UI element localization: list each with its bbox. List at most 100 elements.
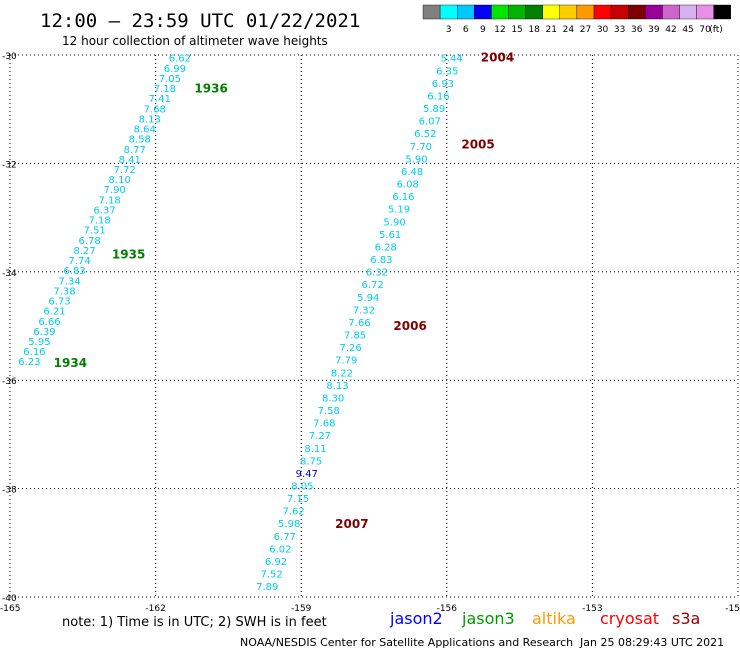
wave-height-label: 7.66: [348, 318, 370, 329]
wave-height-label: 7.38: [53, 286, 75, 297]
scale-swatch: [610, 4, 629, 20]
wave-height-label: 8.64: [134, 125, 156, 136]
wave-height-label: 6.32: [366, 268, 388, 279]
scale-label: 15: [511, 25, 522, 35]
scale-label: 21: [546, 25, 557, 35]
scale-swatch: [457, 4, 475, 20]
satellite-track-s3a: 5.446.356.936.165.896.076.527.705.906.48…: [256, 51, 514, 593]
wave-height-label: 7.58: [318, 406, 340, 417]
time-label: 1934: [54, 356, 87, 370]
wave-height-label: 7.90: [104, 185, 126, 196]
scale-label: 3: [446, 25, 452, 35]
wave-height-label: 8.27: [73, 246, 95, 257]
wave-height-label: 5.90: [405, 154, 427, 165]
axis-tick-labels: -30 -32 -34 -36 -38 -40-165 -162 -159 -156 -153 -1…: [0, 52, 740, 614]
wave-height-label: 8.58: [129, 135, 151, 146]
scale-swatch: [559, 4, 578, 20]
wave-height-label: 6.02: [269, 544, 291, 555]
wave-height-label: 6.52: [414, 129, 436, 140]
scale-swatch: [491, 4, 509, 20]
wave-height-label: 6.16: [23, 347, 45, 358]
satellite-legend-altika: altika: [532, 609, 576, 628]
wave-height-label: 7.52: [260, 570, 282, 581]
wave-height-label: 6.62: [169, 54, 191, 65]
wave-height-label: 7.70: [410, 142, 432, 153]
wave-height-label: 6.28: [375, 242, 397, 253]
scale-label: 9: [480, 25, 486, 35]
wave-height-label: 7.41: [149, 94, 171, 105]
wave-height-label: 5.44: [441, 54, 463, 65]
lon-tick-label: -156: [437, 604, 458, 614]
lat-tick-label: -34: [2, 269, 17, 279]
lat-tick-label: -32: [2, 160, 17, 170]
lat-tick-label: -38: [2, 486, 17, 496]
wave-height-label: 7.51: [83, 226, 105, 237]
scale-label: 45: [682, 25, 693, 35]
satellite-legend-cryosat: cryosat: [600, 609, 659, 628]
wave-height-label: 5.95: [28, 337, 50, 348]
lon-tick-label: -15: [725, 604, 740, 614]
wave-height-label: 6.35: [436, 66, 458, 77]
scale-label: 27: [580, 25, 591, 35]
lat-tick-label: -36: [2, 377, 17, 387]
wave-height-label: 6.39: [33, 327, 55, 338]
scale-swatch: [542, 4, 561, 20]
scale-label: 24: [563, 25, 575, 35]
satellite-legend-jason2: jason2: [389, 609, 443, 628]
wave-height-label: 6.07: [419, 117, 441, 128]
scale-swatch: [593, 4, 612, 20]
scale-label: 36: [631, 25, 643, 35]
time-label: 2007: [335, 517, 368, 531]
wave-height-label: 8.22: [331, 368, 353, 379]
scale-swatch: [679, 4, 697, 20]
timestamp-text: Jan 25 08:29:43 UTC 2021: [579, 636, 724, 649]
scale-label: 30: [597, 25, 609, 35]
color-scale-legend: 3 6 9 12 15 18 21 24 27 30 33 36 39 42 45 70(ft): [422, 4, 732, 35]
wave-height-label: 6.66: [38, 317, 60, 328]
wave-height-label: 6.92: [265, 557, 287, 568]
satellite-legend-s3a: s3a: [672, 609, 700, 628]
time-label: 2005: [461, 137, 494, 151]
wave-height-label: 6.93: [432, 79, 454, 90]
scale-swatch: [525, 4, 543, 20]
time-label: 1936: [194, 82, 227, 96]
scale-swatch: [645, 4, 663, 20]
wave-height-label: 7.68: [313, 419, 335, 430]
wave-height-label: 7.32: [353, 305, 375, 316]
wave-height-label: 7.85: [344, 331, 366, 342]
wave-height-label: 7.79: [335, 356, 357, 367]
wave-height-label: 6.72: [361, 280, 383, 291]
wave-height-label: 8.05: [291, 482, 313, 493]
scale-swatch: [696, 4, 714, 20]
lon-tick-label: -165: [0, 604, 20, 614]
time-label: 2006: [393, 319, 426, 333]
wave-height-label: 8.41: [119, 155, 141, 166]
wave-height-label: 5.98: [278, 519, 300, 530]
wave-height-label: 5.94: [357, 293, 379, 304]
wave-height-label: 7.72: [114, 165, 136, 176]
wave-height-label: 6.77: [274, 532, 296, 543]
scale-swatch: [576, 4, 595, 20]
wave-height-label: 5.90: [383, 217, 405, 228]
lat-tick-label: -30: [2, 52, 17, 62]
wave-height-label: 8.13: [139, 114, 161, 125]
lat-tick-label: -40: [2, 594, 17, 604]
lon-tick-label: -162: [145, 604, 165, 614]
wave-height-label: 5.89: [423, 104, 445, 115]
scale-swatch: [628, 4, 646, 20]
satellite-legend-jason3: jason3: [461, 609, 515, 628]
scale-swatch: [662, 4, 680, 20]
page-title: 12:00 – 23:59 UTC 01/22/2021: [40, 10, 360, 32]
wave-height-label: 8.13: [326, 381, 348, 392]
scale-label: 33: [614, 25, 625, 35]
scale-swatch: [422, 4, 441, 20]
wave-height-label: 6.99: [164, 64, 186, 75]
footer-note: note: 1) Time is in UTC; 2) SWH is in fe…: [62, 615, 327, 630]
wave-height-label: 6.83: [63, 266, 85, 277]
wave-height-label: 7.26: [340, 343, 362, 354]
scale-label: 42: [665, 25, 676, 35]
wave-height-label: 7.74: [68, 256, 90, 267]
lon-tick-label: -153: [582, 604, 602, 614]
scale-label: 18: [528, 25, 540, 35]
wave-height-label: 7.89: [256, 582, 278, 593]
